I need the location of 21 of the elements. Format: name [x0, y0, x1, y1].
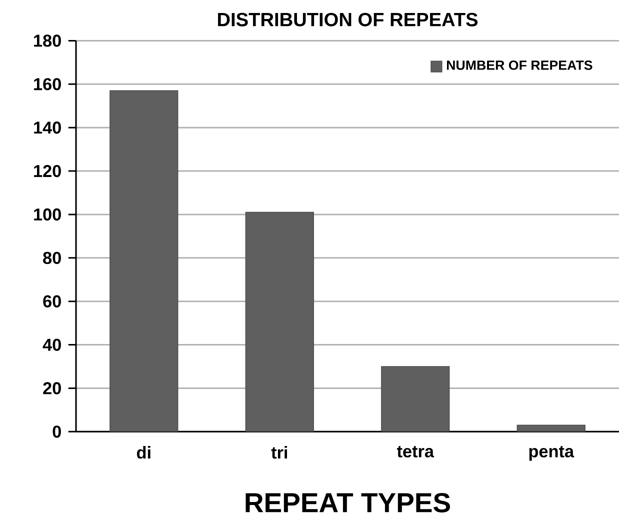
- y-tick-label: 20: [43, 382, 61, 394]
- x-axis-title: REPEAT TYPES: [246, 493, 450, 513]
- y-tick-label: 60: [43, 295, 61, 308]
- y-tick-label: 140: [34, 122, 61, 134]
- legend-label: NUMBER OF REPEATS: [446, 60, 592, 70]
- y-tick-label: 180: [34, 34, 61, 47]
- bar: [381, 366, 450, 432]
- x-tick-label: penta: [529, 446, 574, 461]
- bar: [516, 424, 586, 432]
- bar: [245, 212, 314, 432]
- y-tick-label: 40: [42, 338, 61, 351]
- y-tick-label: 120: [34, 165, 61, 178]
- x-tick-label: tetra: [396, 446, 434, 458]
- bar: [110, 90, 178, 432]
- y-tick-label: 80: [43, 252, 61, 264]
- y-tick-label: 160: [34, 78, 61, 90]
- y-tick-label: 100: [34, 208, 61, 221]
- chart-title: DISTRIBUTION OF REPEATS: [218, 12, 478, 26]
- x-tick-label: di: [136, 446, 150, 459]
- x-tick-label: tri: [271, 446, 288, 459]
- y-tick-label: 0: [52, 426, 61, 438]
